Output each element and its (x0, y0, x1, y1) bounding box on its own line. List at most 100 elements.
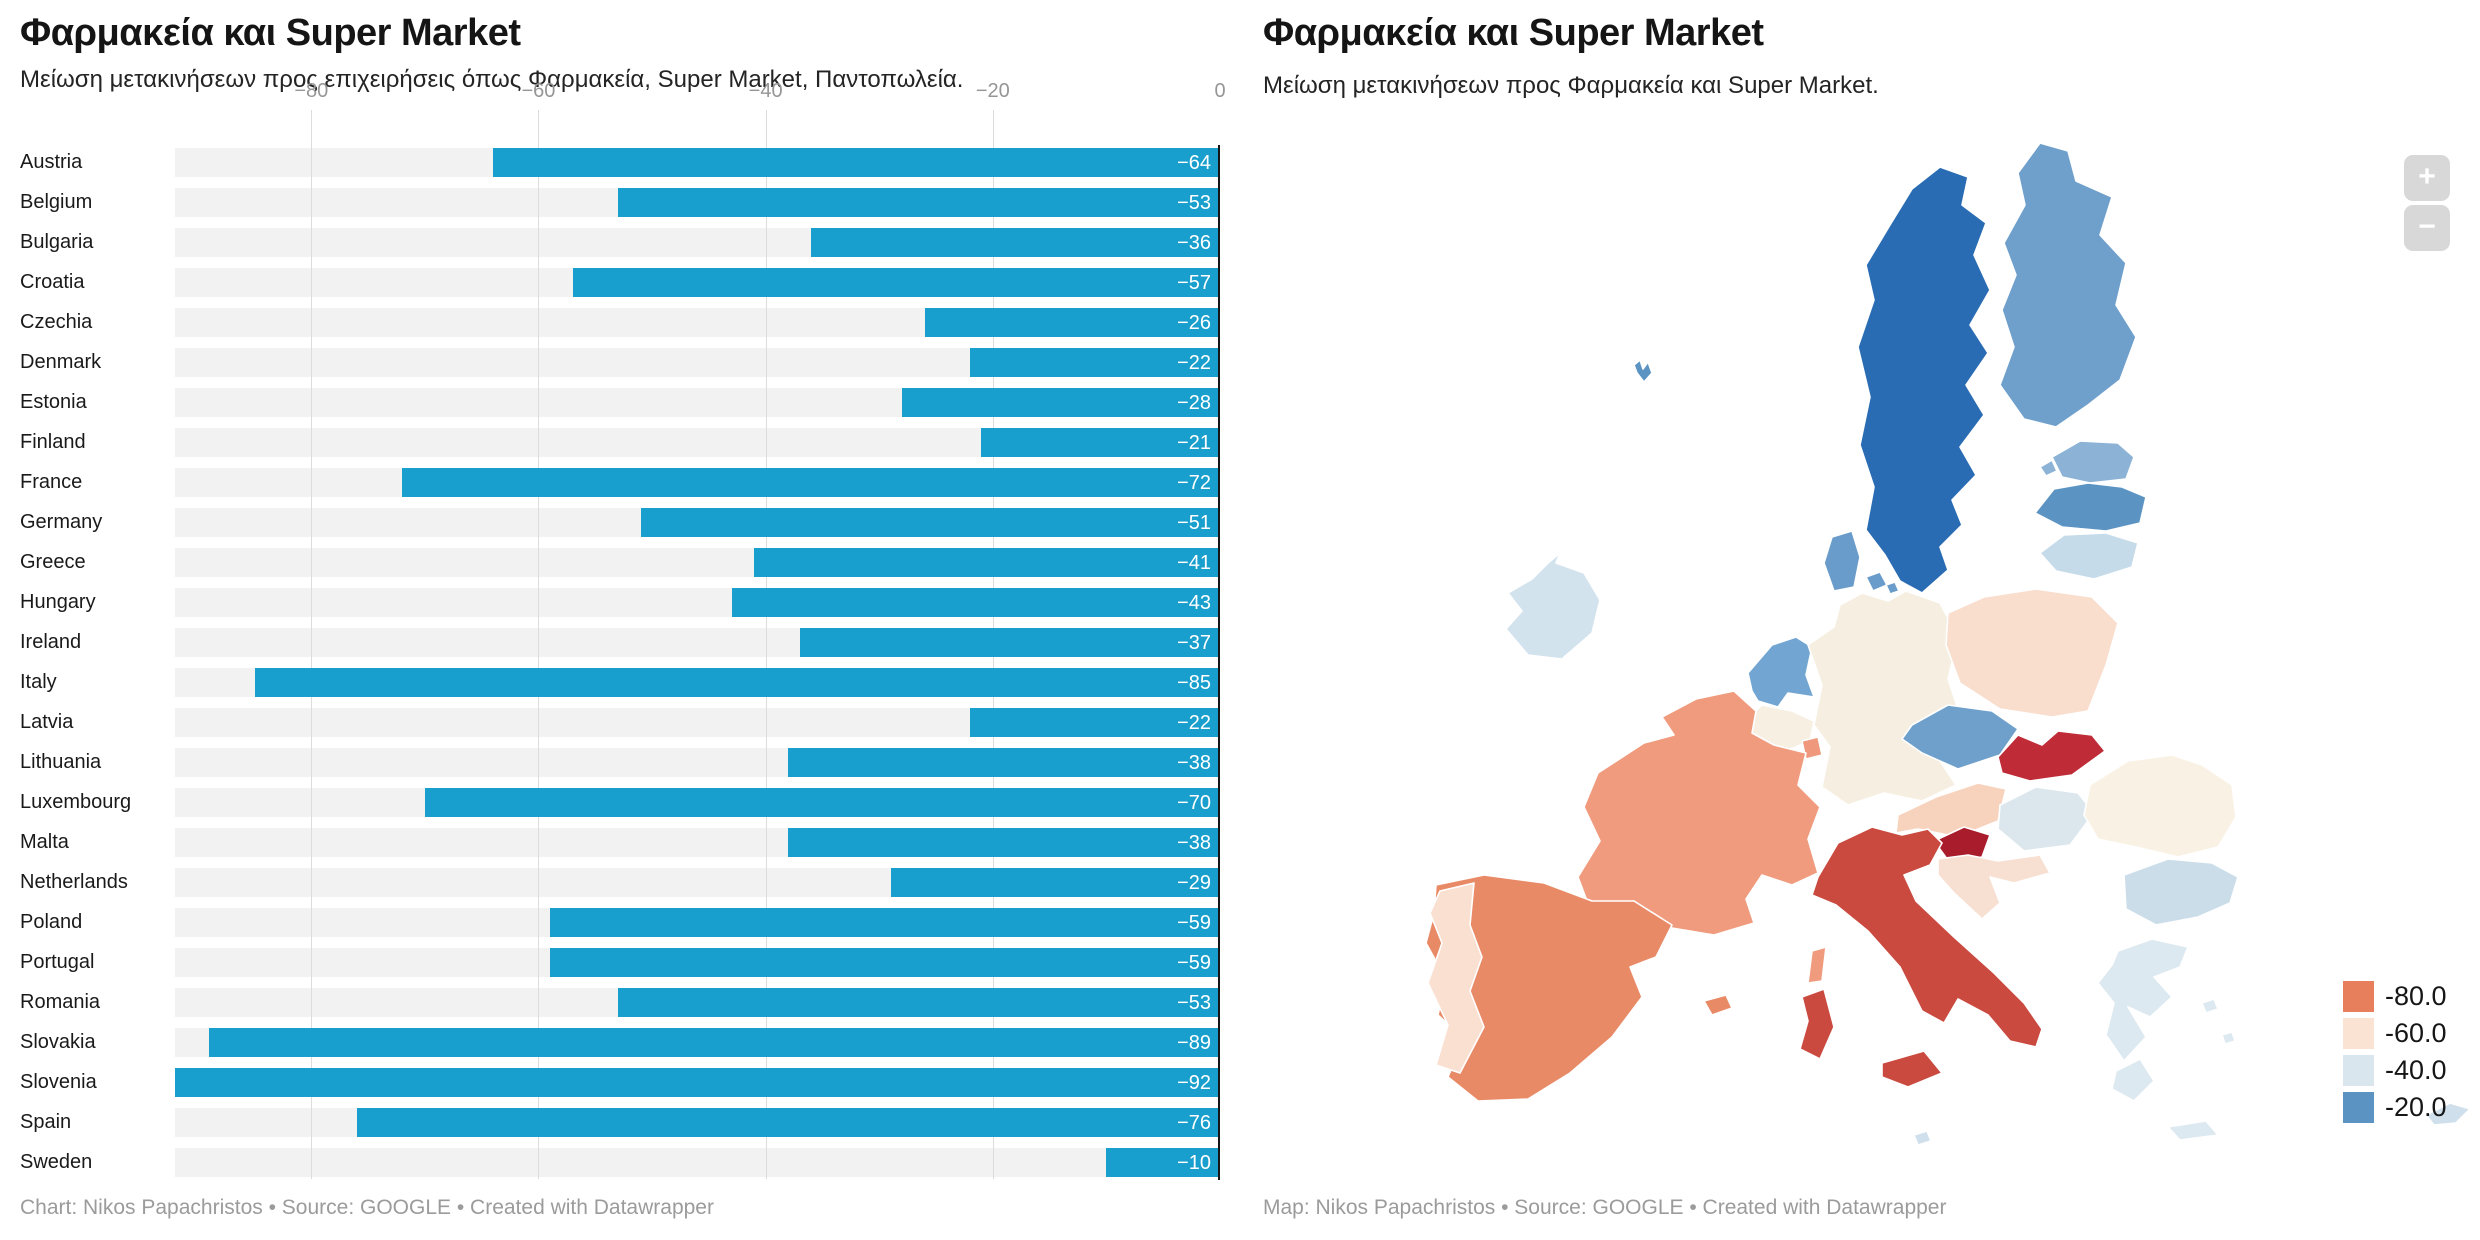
map-panel: Φαρμακεία και Super Market Μείωση μετακι… (1240, 0, 2480, 1240)
country-portugal[interactable] (1427, 882, 1485, 1074)
bar-chart-subtitle: Μείωση μετακινήσεων προς επιχειρήσεις όπ… (20, 66, 964, 93)
bar-country-label: Hungary (20, 591, 96, 613)
bar-country-label: Italy (20, 671, 57, 693)
country-greece-peloponnese[interactable] (2111, 1058, 2155, 1102)
bar-country-label: Lithuania (20, 751, 102, 773)
bar-chart: −80 −60 −40 −20 0 Austria −64 Belgium −53 Bulgari… (20, 80, 1226, 1185)
country-spain-balearics[interactable] (1703, 994, 1733, 1016)
bar-country-label: Sweden (20, 1151, 93, 1173)
bar-row: Czechia −26 (20, 308, 1220, 337)
bar-hungary[interactable]: −43 (731, 588, 1220, 617)
country-latvia[interactable] (2034, 482, 2147, 532)
country-ireland[interactable] (1505, 552, 1601, 660)
bar-slovakia[interactable]: −89 (209, 1028, 1220, 1057)
bar-row: Greece −41 (20, 548, 1220, 577)
country-greece-island[interactable] (2201, 998, 2219, 1014)
country-bulgaria[interactable] (2123, 858, 2239, 926)
map-subtitle: Μείωση μετακινήσεων προς Φαρμακεία και S… (1263, 72, 1879, 99)
bar-country-label: Malta (20, 831, 69, 853)
country-hungary[interactable] (1997, 786, 2095, 852)
bar-czechia[interactable]: −26 (924, 308, 1220, 337)
bar-value-label: −43 (1177, 592, 1211, 614)
bar-romania[interactable]: −53 (617, 988, 1220, 1017)
map-zoom-out-button[interactable]: − (2404, 205, 2450, 251)
bar-austria[interactable]: −64 (493, 148, 1220, 177)
bar-luxembourg[interactable]: −70 (424, 788, 1220, 817)
country-sweden[interactable] (1857, 166, 1991, 594)
country-denmark[interactable] (1823, 530, 1861, 592)
bar-finland[interactable]: −21 (981, 428, 1220, 457)
bar-country-label: Latvia (20, 711, 74, 733)
country-greece[interactable] (2097, 938, 2189, 1062)
country-poland[interactable] (1945, 588, 2119, 718)
country-denmark-island[interactable] (1865, 571, 1888, 592)
country-romania[interactable] (2083, 754, 2237, 858)
bar-ireland[interactable]: −37 (799, 628, 1220, 657)
bar-belgium[interactable]: −53 (617, 188, 1220, 217)
bar-country-label: Bulgaria (20, 231, 94, 253)
bar-country-label: Finland (20, 431, 86, 453)
bar-france[interactable]: −72 (402, 468, 1220, 497)
gridline (766, 110, 767, 1179)
bar-country-label: Poland (20, 911, 83, 933)
country-france-corsica[interactable] (1807, 946, 1827, 984)
legend-swatch (2343, 1018, 2374, 1049)
bar-netherlands[interactable]: −29 (890, 868, 1220, 897)
bar-lithuania[interactable]: −38 (788, 748, 1220, 777)
europe-choropleth-map (1425, 142, 2471, 1145)
bar-value-label: −21 (1177, 432, 1211, 454)
bar-estonia[interactable]: −28 (901, 388, 1220, 417)
country-italy-sardinia[interactable] (1799, 988, 1835, 1060)
bar-row: Finland −21 (20, 428, 1220, 457)
x-axis-tick-label: −20 (975, 80, 1010, 102)
bar-chart-footer: Chart: Nikos Papachristos • Source: GOOG… (20, 1196, 714, 1219)
bar-spain[interactable]: −76 (356, 1108, 1220, 1137)
bar-portugal[interactable]: −59 (549, 948, 1220, 977)
country-finland[interactable] (1999, 142, 2137, 428)
bar-sweden[interactable]: −10 (1106, 1148, 1220, 1177)
bar-value-label: −53 (1177, 192, 1211, 214)
country-slovakia[interactable] (1997, 730, 2106, 782)
country-netherlands[interactable] (1747, 636, 1815, 708)
country-greece-island-2[interactable] (2221, 1031, 2236, 1045)
bar-italy[interactable]: −85 (254, 668, 1220, 697)
bar-malta[interactable]: −38 (788, 828, 1220, 857)
country-lithuania[interactable] (2039, 532, 2139, 580)
bar-value-label: −64 (1177, 152, 1211, 174)
bar-row: Denmark −22 (20, 348, 1220, 377)
bar-slovenia[interactable]: −92 (175, 1068, 1220, 1097)
legend-label: -20.0 (2385, 1092, 2447, 1122)
gridline (538, 110, 539, 1179)
bar-row: Poland −59 (20, 908, 1220, 937)
country-germany[interactable] (1807, 590, 1963, 806)
bar-germany[interactable]: −51 (640, 508, 1220, 537)
bar-country-label: Slovakia (20, 1031, 96, 1053)
bar-country-label: Slovenia (20, 1071, 97, 1093)
country-italy-sicily[interactable] (1881, 1050, 1943, 1088)
country-denmark-island-2[interactable] (1885, 581, 1900, 595)
bar-value-label: −51 (1177, 512, 1211, 534)
bar-greece[interactable]: −41 (754, 548, 1220, 577)
bar-latvia[interactable]: −22 (970, 708, 1220, 737)
country-greece-crete[interactable] (2167, 1120, 2219, 1141)
bar-country-label: Austria (20, 151, 83, 173)
x-axis-tick-label: −40 (748, 80, 783, 102)
bar-value-label: −85 (1177, 672, 1211, 694)
bar-bulgaria[interactable]: −36 (811, 228, 1220, 257)
bar-country-label: Romania (20, 991, 101, 1013)
country-croatia[interactable] (1937, 854, 2051, 920)
bar-croatia[interactable]: −57 (572, 268, 1220, 297)
bar-row: Latvia −22 (20, 708, 1220, 737)
bar-row: Belgium −53 (20, 188, 1220, 217)
country-estonia-island[interactable] (2039, 459, 2058, 477)
bar-country-label: France (20, 471, 83, 493)
bar-row: Germany −51 (20, 508, 1220, 537)
bar-row: Luxembourg −70 (20, 788, 1220, 817)
country-italy[interactable] (1811, 826, 2043, 1048)
country-estonia[interactable] (2051, 440, 2135, 484)
country-cyprus[interactable] (2425, 1102, 2471, 1126)
map-zoom-in-button[interactable]: + (2404, 155, 2450, 201)
bar-denmark[interactable]: −22 (970, 348, 1220, 377)
country-malta[interactable] (1913, 1130, 1932, 1145)
bar-poland[interactable]: −59 (549, 908, 1220, 937)
